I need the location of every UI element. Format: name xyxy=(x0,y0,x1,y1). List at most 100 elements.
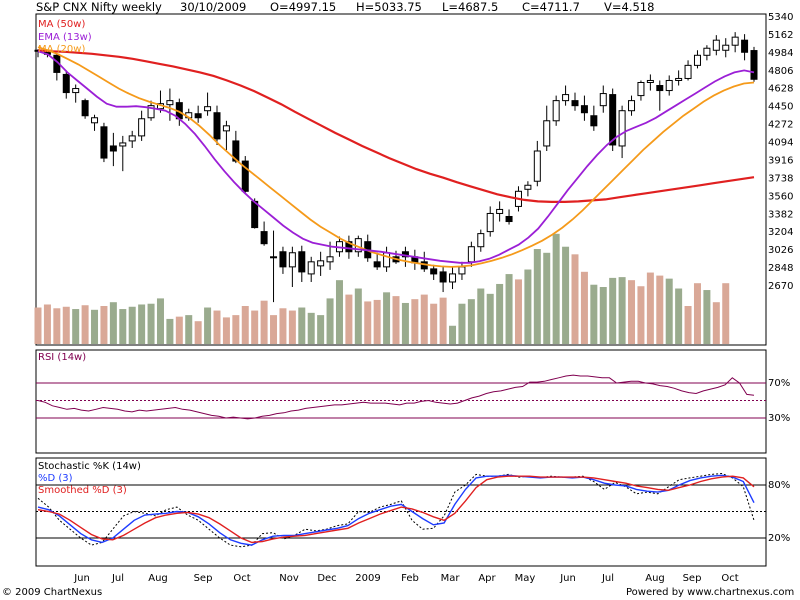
candle-body xyxy=(731,36,739,46)
volume-bar xyxy=(665,278,673,344)
price-axis-ticks: 5340 5162 4984 4806 4628 4450 4272 4094 3916 3738… xyxy=(768,12,793,292)
volume-bar xyxy=(317,315,325,344)
candle-body xyxy=(383,252,391,268)
candle-body xyxy=(204,106,212,112)
x-axis-label: Jul xyxy=(601,573,614,584)
candle-body xyxy=(562,94,570,102)
header-high: H=5033.75 xyxy=(356,0,422,14)
volume-bar xyxy=(524,269,532,344)
volume-bar xyxy=(656,275,664,344)
candle-body xyxy=(552,100,560,122)
candle-body xyxy=(91,117,99,124)
volume-bar xyxy=(335,280,343,344)
volume-bar xyxy=(34,307,42,344)
candle-body xyxy=(477,233,485,248)
volume-bar xyxy=(411,299,419,344)
candle-body xyxy=(637,81,645,97)
volume-bar xyxy=(609,277,617,344)
volume-bar xyxy=(72,309,80,344)
volume-bar xyxy=(62,306,70,344)
volume-bar xyxy=(486,293,494,344)
candle-body xyxy=(439,271,447,283)
volume-bar xyxy=(128,306,136,344)
x-axis-label: Jun xyxy=(559,573,576,584)
x-axis-label: Aug xyxy=(148,573,168,584)
volume-bar xyxy=(345,294,353,344)
volume-bar xyxy=(430,303,438,344)
candle-body xyxy=(194,113,202,119)
price-tick-label: 4628 xyxy=(768,84,793,95)
price-tick-label: 3026 xyxy=(768,245,793,256)
price-tick-label: 4984 xyxy=(768,48,793,59)
volume-bar xyxy=(722,283,730,344)
stoch-tick-20: 20% xyxy=(768,533,790,544)
volume-bar xyxy=(260,300,268,344)
volume-bar xyxy=(533,249,541,344)
volume-bar xyxy=(109,302,117,344)
volume-bar xyxy=(618,277,626,344)
x-axis-label: 2009 xyxy=(355,573,380,584)
candle-body xyxy=(628,100,636,112)
candle-body xyxy=(279,251,287,268)
footer-copyright: © 2009 ChartNexus xyxy=(2,587,103,598)
candle-body xyxy=(251,200,259,229)
candle-body xyxy=(684,64,692,79)
header-volume: V=4.518 xyxy=(604,0,655,14)
candle-body xyxy=(166,100,174,106)
candle-body xyxy=(656,85,664,92)
volume-bar xyxy=(354,288,362,344)
x-axis-label: Jun xyxy=(73,573,90,584)
x-axis-label: Dec xyxy=(317,573,336,584)
candle-body xyxy=(100,126,108,159)
candle-body xyxy=(270,256,278,259)
volume-bar xyxy=(241,306,249,344)
candle-body xyxy=(119,142,127,147)
candle-body xyxy=(741,39,749,53)
legend-ema13: EMA (13w) xyxy=(38,32,92,43)
candle-body xyxy=(712,39,720,51)
candle-body xyxy=(222,125,230,132)
volume-bar xyxy=(138,304,146,344)
volume-bar xyxy=(562,246,570,344)
candle-body xyxy=(580,105,588,114)
candle-body xyxy=(609,94,617,146)
volume-bar xyxy=(477,288,485,344)
volume-bar xyxy=(675,288,683,344)
volume-bar xyxy=(703,290,711,344)
volume-bar xyxy=(392,296,400,344)
volume-bar xyxy=(420,294,428,344)
volume-bar xyxy=(298,307,306,344)
rsi-tick-70: 70% xyxy=(768,378,790,389)
volume-bar xyxy=(288,310,296,344)
legend-stoch-sd: Smoothed %D (3) xyxy=(38,485,127,496)
candle-body xyxy=(128,135,136,142)
candle-body xyxy=(72,88,80,94)
candle-body xyxy=(373,261,381,268)
volume-bar xyxy=(580,271,588,344)
volume-bar xyxy=(156,298,164,344)
volume-bar xyxy=(646,272,654,344)
volume-bar xyxy=(684,306,692,344)
stochastic-series xyxy=(36,472,766,548)
rsi-line xyxy=(37,374,755,420)
candle-body xyxy=(750,50,758,80)
price-tick-label: 3204 xyxy=(768,227,793,238)
header-low: L=4687.5 xyxy=(442,0,499,14)
volume-bar xyxy=(401,302,409,344)
volume-bar xyxy=(251,310,259,344)
volume-bar xyxy=(373,299,381,344)
candle-body xyxy=(147,105,155,119)
price-tick-label: 2670 xyxy=(768,281,793,292)
candle-body xyxy=(109,145,117,152)
candle-body xyxy=(486,212,494,233)
volume-bar xyxy=(571,254,579,344)
candle-body xyxy=(693,54,701,66)
stoch-sd-line xyxy=(37,475,755,544)
price-tick-label: 3916 xyxy=(768,155,793,166)
price-tick-label: 5340 xyxy=(768,12,793,23)
volume-bar xyxy=(91,309,99,344)
candle-body xyxy=(533,150,541,182)
volume-bar xyxy=(43,304,51,344)
volume-bar xyxy=(712,302,720,344)
chart-title: S&P CNX Nifty weekly xyxy=(36,0,162,14)
